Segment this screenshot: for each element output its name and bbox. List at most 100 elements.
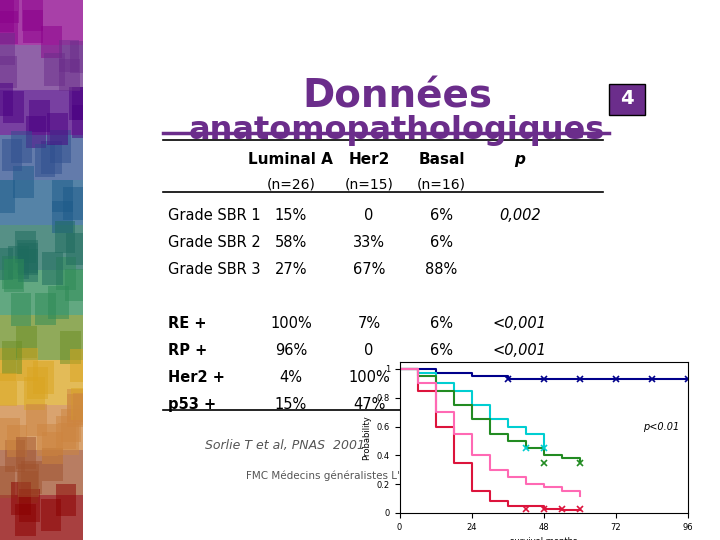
Bar <box>12 131 32 163</box>
Bar <box>13 166 34 198</box>
Bar <box>18 249 38 281</box>
Bar <box>0 0 83 45</box>
Bar <box>22 461 42 494</box>
Bar <box>72 105 93 138</box>
Bar <box>0 348 16 381</box>
Text: 0: 0 <box>364 343 374 359</box>
Bar <box>11 482 32 515</box>
Bar <box>24 377 45 410</box>
Bar <box>8 246 29 279</box>
Text: Luminal A: Luminal A <box>248 152 333 167</box>
Bar <box>0 0 14 32</box>
Bar <box>41 499 61 531</box>
Text: (n=15): (n=15) <box>345 177 393 191</box>
Bar <box>0 225 83 270</box>
Bar <box>66 269 86 301</box>
Bar <box>1 139 22 171</box>
Text: 15%: 15% <box>275 208 307 223</box>
Bar <box>15 231 36 263</box>
Bar <box>67 394 88 427</box>
Text: anatomopathologiques: anatomopathologiques <box>189 114 605 146</box>
Text: 15%: 15% <box>275 397 307 413</box>
Text: 75%: 75% <box>426 397 458 413</box>
Bar <box>0 465 14 498</box>
Bar <box>0 248 13 280</box>
Bar <box>11 293 31 326</box>
Bar <box>0 135 83 180</box>
Text: <0,001: <0,001 <box>492 370 546 386</box>
Text: 47%: 47% <box>353 397 385 413</box>
Bar <box>2 256 22 289</box>
Bar <box>0 373 17 406</box>
Bar <box>0 84 13 116</box>
Bar <box>48 286 69 319</box>
Bar <box>0 45 83 90</box>
Bar <box>4 440 25 472</box>
Bar <box>68 87 89 120</box>
Bar <box>55 257 76 289</box>
Bar <box>58 40 79 72</box>
Bar <box>60 331 81 363</box>
Text: 33%: 33% <box>353 235 385 250</box>
Bar <box>17 348 38 381</box>
Bar <box>16 437 37 469</box>
Bar <box>37 424 58 456</box>
Bar <box>0 0 19 23</box>
Bar <box>48 112 68 145</box>
FancyBboxPatch shape <box>609 84 645 114</box>
Bar <box>17 471 37 503</box>
Text: FMC Médecins généralistes L'Union 20/05/2010: FMC Médecins généralistes L'Union 20/05/… <box>246 470 492 481</box>
Text: 6%: 6% <box>430 208 453 223</box>
Text: <0,001: <0,001 <box>492 316 546 332</box>
Bar <box>30 100 50 132</box>
Bar <box>0 180 15 213</box>
Bar <box>15 504 36 536</box>
Text: 100%: 100% <box>348 370 390 386</box>
Text: Her2: Her2 <box>348 152 390 167</box>
Bar <box>60 409 81 442</box>
Bar <box>55 221 76 253</box>
Text: 7%: 7% <box>357 316 381 332</box>
Text: (n=16): (n=16) <box>417 177 466 191</box>
Bar <box>0 56 17 89</box>
Bar <box>27 367 48 399</box>
Bar <box>42 252 63 285</box>
Text: 88%: 88% <box>426 262 458 278</box>
Text: p<0.01: p<0.01 <box>643 422 679 433</box>
Bar <box>0 315 83 360</box>
Bar <box>72 87 92 120</box>
Text: 0,002: 0,002 <box>499 208 541 223</box>
Bar <box>23 10 43 43</box>
Bar <box>0 270 83 315</box>
Bar <box>70 40 90 73</box>
Text: Sorlie T et al, PNAS  2001: Sorlie T et al, PNAS 2001 <box>205 439 365 452</box>
Text: 58%: 58% <box>275 235 307 250</box>
Text: RP +: RP + <box>168 343 207 359</box>
Bar <box>0 180 83 225</box>
Text: 67%: 67% <box>353 262 385 278</box>
Bar <box>0 11 18 44</box>
Bar <box>66 233 86 265</box>
Bar <box>16 326 37 359</box>
Bar <box>4 91 24 123</box>
Text: 100%: 100% <box>270 316 312 332</box>
Bar <box>17 240 37 273</box>
Bar <box>19 489 40 522</box>
Text: 6%: 6% <box>430 235 453 250</box>
Bar <box>4 260 24 292</box>
Bar <box>6 425 27 457</box>
Bar <box>35 293 55 325</box>
Bar <box>0 418 19 450</box>
Bar <box>1 341 22 374</box>
Bar <box>53 200 73 233</box>
Text: <0,001: <0,001 <box>492 343 546 359</box>
Bar <box>50 130 71 163</box>
Text: Grade SBR 1: Grade SBR 1 <box>168 208 261 223</box>
Text: 27%: 27% <box>274 262 307 278</box>
Bar <box>67 389 88 422</box>
Bar <box>27 404 47 436</box>
Bar <box>73 393 94 426</box>
Bar <box>0 450 83 495</box>
Text: Grade SBR 2: Grade SBR 2 <box>168 235 261 250</box>
Bar <box>63 187 84 220</box>
